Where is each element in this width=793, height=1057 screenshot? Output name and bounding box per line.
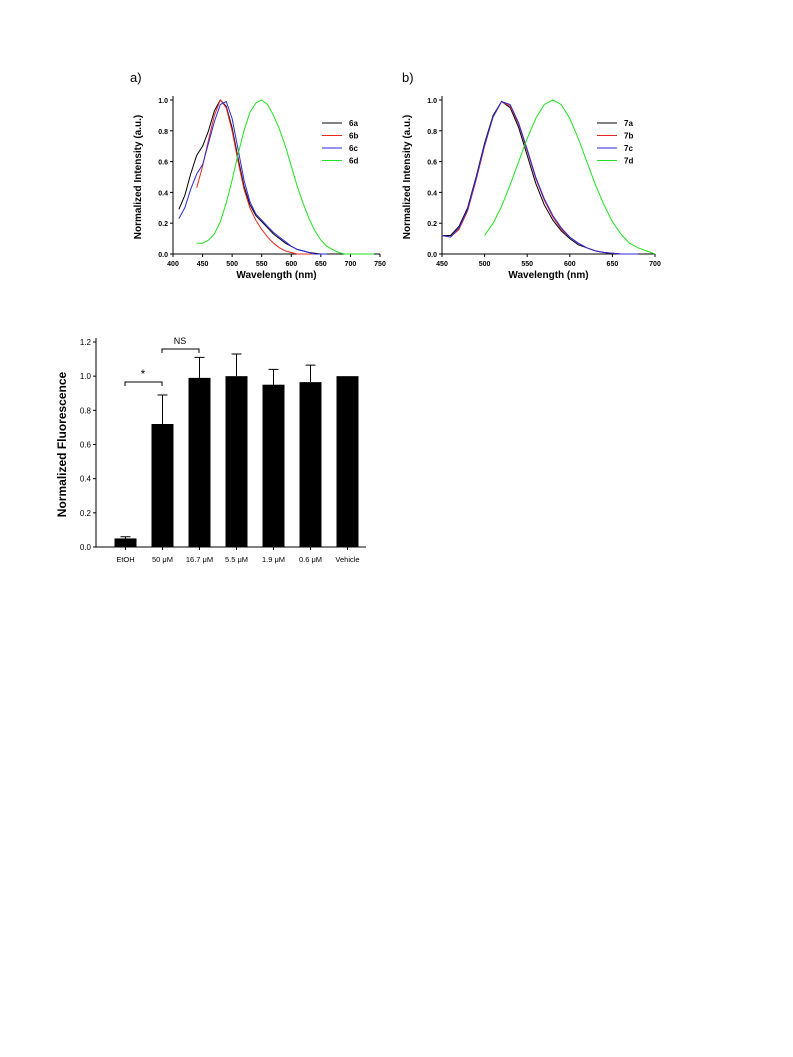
x-tick-label: 1.9 μM: [262, 555, 285, 564]
x-tick-label: 650: [607, 261, 619, 268]
bracket: [124, 381, 163, 386]
line-series: [441, 100, 638, 255]
line-series: [178, 100, 327, 255]
line-series: [196, 98, 321, 255]
error-bar: [268, 368, 279, 385]
x-tick-label: 600: [564, 261, 576, 268]
x-tick-label: 500: [479, 261, 491, 268]
legend-label: 6a: [349, 119, 358, 128]
y-tick-label: 0.4: [80, 475, 92, 484]
x-tick-label: 600: [285, 261, 297, 268]
error-bar: [231, 353, 242, 377]
y-tick-label: 0.2: [158, 221, 168, 228]
y-tick-label: 0.2: [80, 509, 92, 518]
y-axis-label: Normalized Fluorescence: [55, 371, 69, 517]
x-tick-label: 700: [649, 261, 661, 268]
y-tick-label: 0.4: [427, 190, 437, 197]
x-tick-label: 5.5 μM: [225, 555, 248, 564]
x-axis-label: Wavelength (nm): [508, 270, 588, 281]
y-axis-label: Normalized Intensity (a.u.): [402, 115, 413, 239]
y-tick-label: 1.0: [427, 98, 437, 105]
panel-label: b): [402, 70, 414, 85]
y-tick-label: 0.0: [80, 543, 92, 552]
x-tick-label: EtOH: [116, 555, 134, 564]
y-tick-label: 1.2: [80, 338, 92, 347]
x-tick-label: Vehicle: [335, 555, 359, 564]
y-tick-label: 1.0: [158, 98, 168, 105]
error-bar: [157, 394, 168, 424]
x-axis-label: Wavelength (nm): [236, 270, 316, 281]
error-bar: [194, 356, 205, 378]
legend-label: 7b: [624, 132, 633, 141]
x-tick-label: 500: [226, 261, 238, 268]
y-tick-label: 0.8: [158, 129, 168, 136]
error-bar: [120, 536, 131, 539]
bracket: [161, 348, 200, 353]
line-series: [484, 99, 656, 255]
bar: [262, 384, 285, 547]
x-tick-label: 550: [521, 261, 533, 268]
y-tick-label: 0.2: [427, 221, 437, 228]
legend-label: 7c: [624, 144, 633, 153]
bar: [114, 538, 137, 547]
x-tick-label: 750: [374, 261, 386, 268]
legend-label: 6c: [349, 144, 358, 153]
bar: [188, 377, 211, 547]
x-tick-label: 450: [436, 261, 448, 268]
legend-label: 6d: [349, 157, 358, 166]
x-tick-label: 50 μM: [152, 555, 173, 564]
x-tick-label: 400: [167, 261, 179, 268]
y-tick-label: 0.4: [158, 190, 168, 197]
x-tick-label: 0.6 μM: [299, 555, 322, 564]
annotation: NS: [174, 336, 187, 346]
bar: [336, 376, 359, 547]
line-series: [441, 100, 638, 255]
x-tick-label: 700: [345, 261, 357, 268]
y-tick-label: 0.0: [427, 252, 437, 259]
panel-label: a): [130, 70, 142, 85]
x-tick-label: 550: [256, 261, 268, 268]
legend-label: 7a: [624, 119, 633, 128]
annotation: *: [141, 367, 146, 381]
error-bar: [305, 364, 316, 383]
y-axis-label: Normalized Intensity (a.u.): [133, 115, 144, 239]
line-series: [442, 100, 638, 255]
y-tick-label: 1.0: [80, 372, 92, 381]
x-tick-label: 450: [197, 261, 209, 268]
bar: [151, 424, 174, 547]
line-series: [196, 99, 375, 255]
bar: [225, 376, 248, 547]
x-tick-label: 16.7 μM: [186, 555, 213, 564]
legend-label: 7d: [624, 157, 633, 166]
y-tick-label: 0.8: [80, 406, 92, 415]
y-tick-label: 0.8: [427, 129, 437, 136]
x-tick-label: 650: [315, 261, 327, 268]
bar: [299, 382, 322, 547]
legend-label: 6b: [349, 132, 358, 141]
y-tick-label: 0.6: [158, 160, 168, 167]
y-tick-label: 0.6: [427, 160, 437, 167]
y-tick-label: 0.6: [80, 441, 92, 450]
y-tick-label: 0.0: [158, 252, 168, 259]
